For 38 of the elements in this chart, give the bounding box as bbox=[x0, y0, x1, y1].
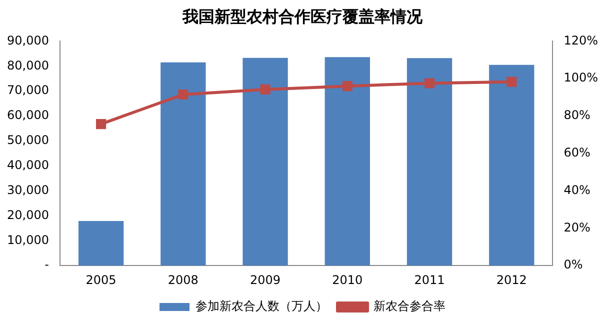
y2-tick-label: 60% bbox=[564, 146, 590, 160]
y2-tick-label: 0% bbox=[564, 258, 583, 272]
y2-tick-label: 20% bbox=[564, 220, 590, 234]
point bbox=[506, 76, 517, 87]
y-tick-label: 70,000 bbox=[6, 83, 49, 98]
y-tick-label: 20,000 bbox=[6, 208, 49, 222]
bar bbox=[160, 62, 206, 266]
y2-tick-label: 40% bbox=[564, 182, 590, 197]
y2-tick-label: 80% bbox=[564, 108, 590, 122]
y-tick-label: 40,000 bbox=[6, 158, 49, 172]
x-tick-label: 2010 bbox=[332, 272, 363, 287]
x-tick-label: 2008 bbox=[168, 272, 198, 287]
y-tick-label: 80,000 bbox=[6, 58, 49, 72]
point bbox=[96, 119, 106, 130]
point bbox=[178, 89, 188, 100]
point bbox=[342, 81, 352, 92]
x-tick-label: 2009 bbox=[250, 272, 281, 287]
x-tick-label: 2011 bbox=[414, 272, 445, 287]
x-tick-label: 2012 bbox=[496, 272, 527, 287]
point bbox=[424, 78, 435, 88]
bar bbox=[242, 58, 288, 266]
point bbox=[260, 84, 270, 94]
y-tick-label: 30,000 bbox=[6, 182, 49, 197]
x-tick-label: 2005 bbox=[86, 272, 116, 287]
y-tick-label: 60,000 bbox=[6, 108, 49, 122]
y-tick-label: 50,000 bbox=[6, 133, 49, 148]
chart-title: 我国新型农村合作医疗覆盖率情况 bbox=[182, 6, 424, 26]
y-tick-label: 10,000 bbox=[6, 232, 49, 247]
y2-tick-label: 100% bbox=[564, 70, 598, 85]
bar bbox=[489, 64, 534, 266]
y2-tick-label: 120% bbox=[564, 33, 598, 48]
bar bbox=[406, 58, 452, 266]
y-tick-label: - bbox=[44, 258, 49, 272]
y-tick-label: 90,000 bbox=[6, 33, 49, 48]
legend-label: 新农合参合率 bbox=[374, 299, 446, 314]
bar bbox=[324, 57, 370, 266]
legend-label: 参加新农合人数（万人） bbox=[196, 299, 328, 314]
bar bbox=[78, 220, 124, 266]
